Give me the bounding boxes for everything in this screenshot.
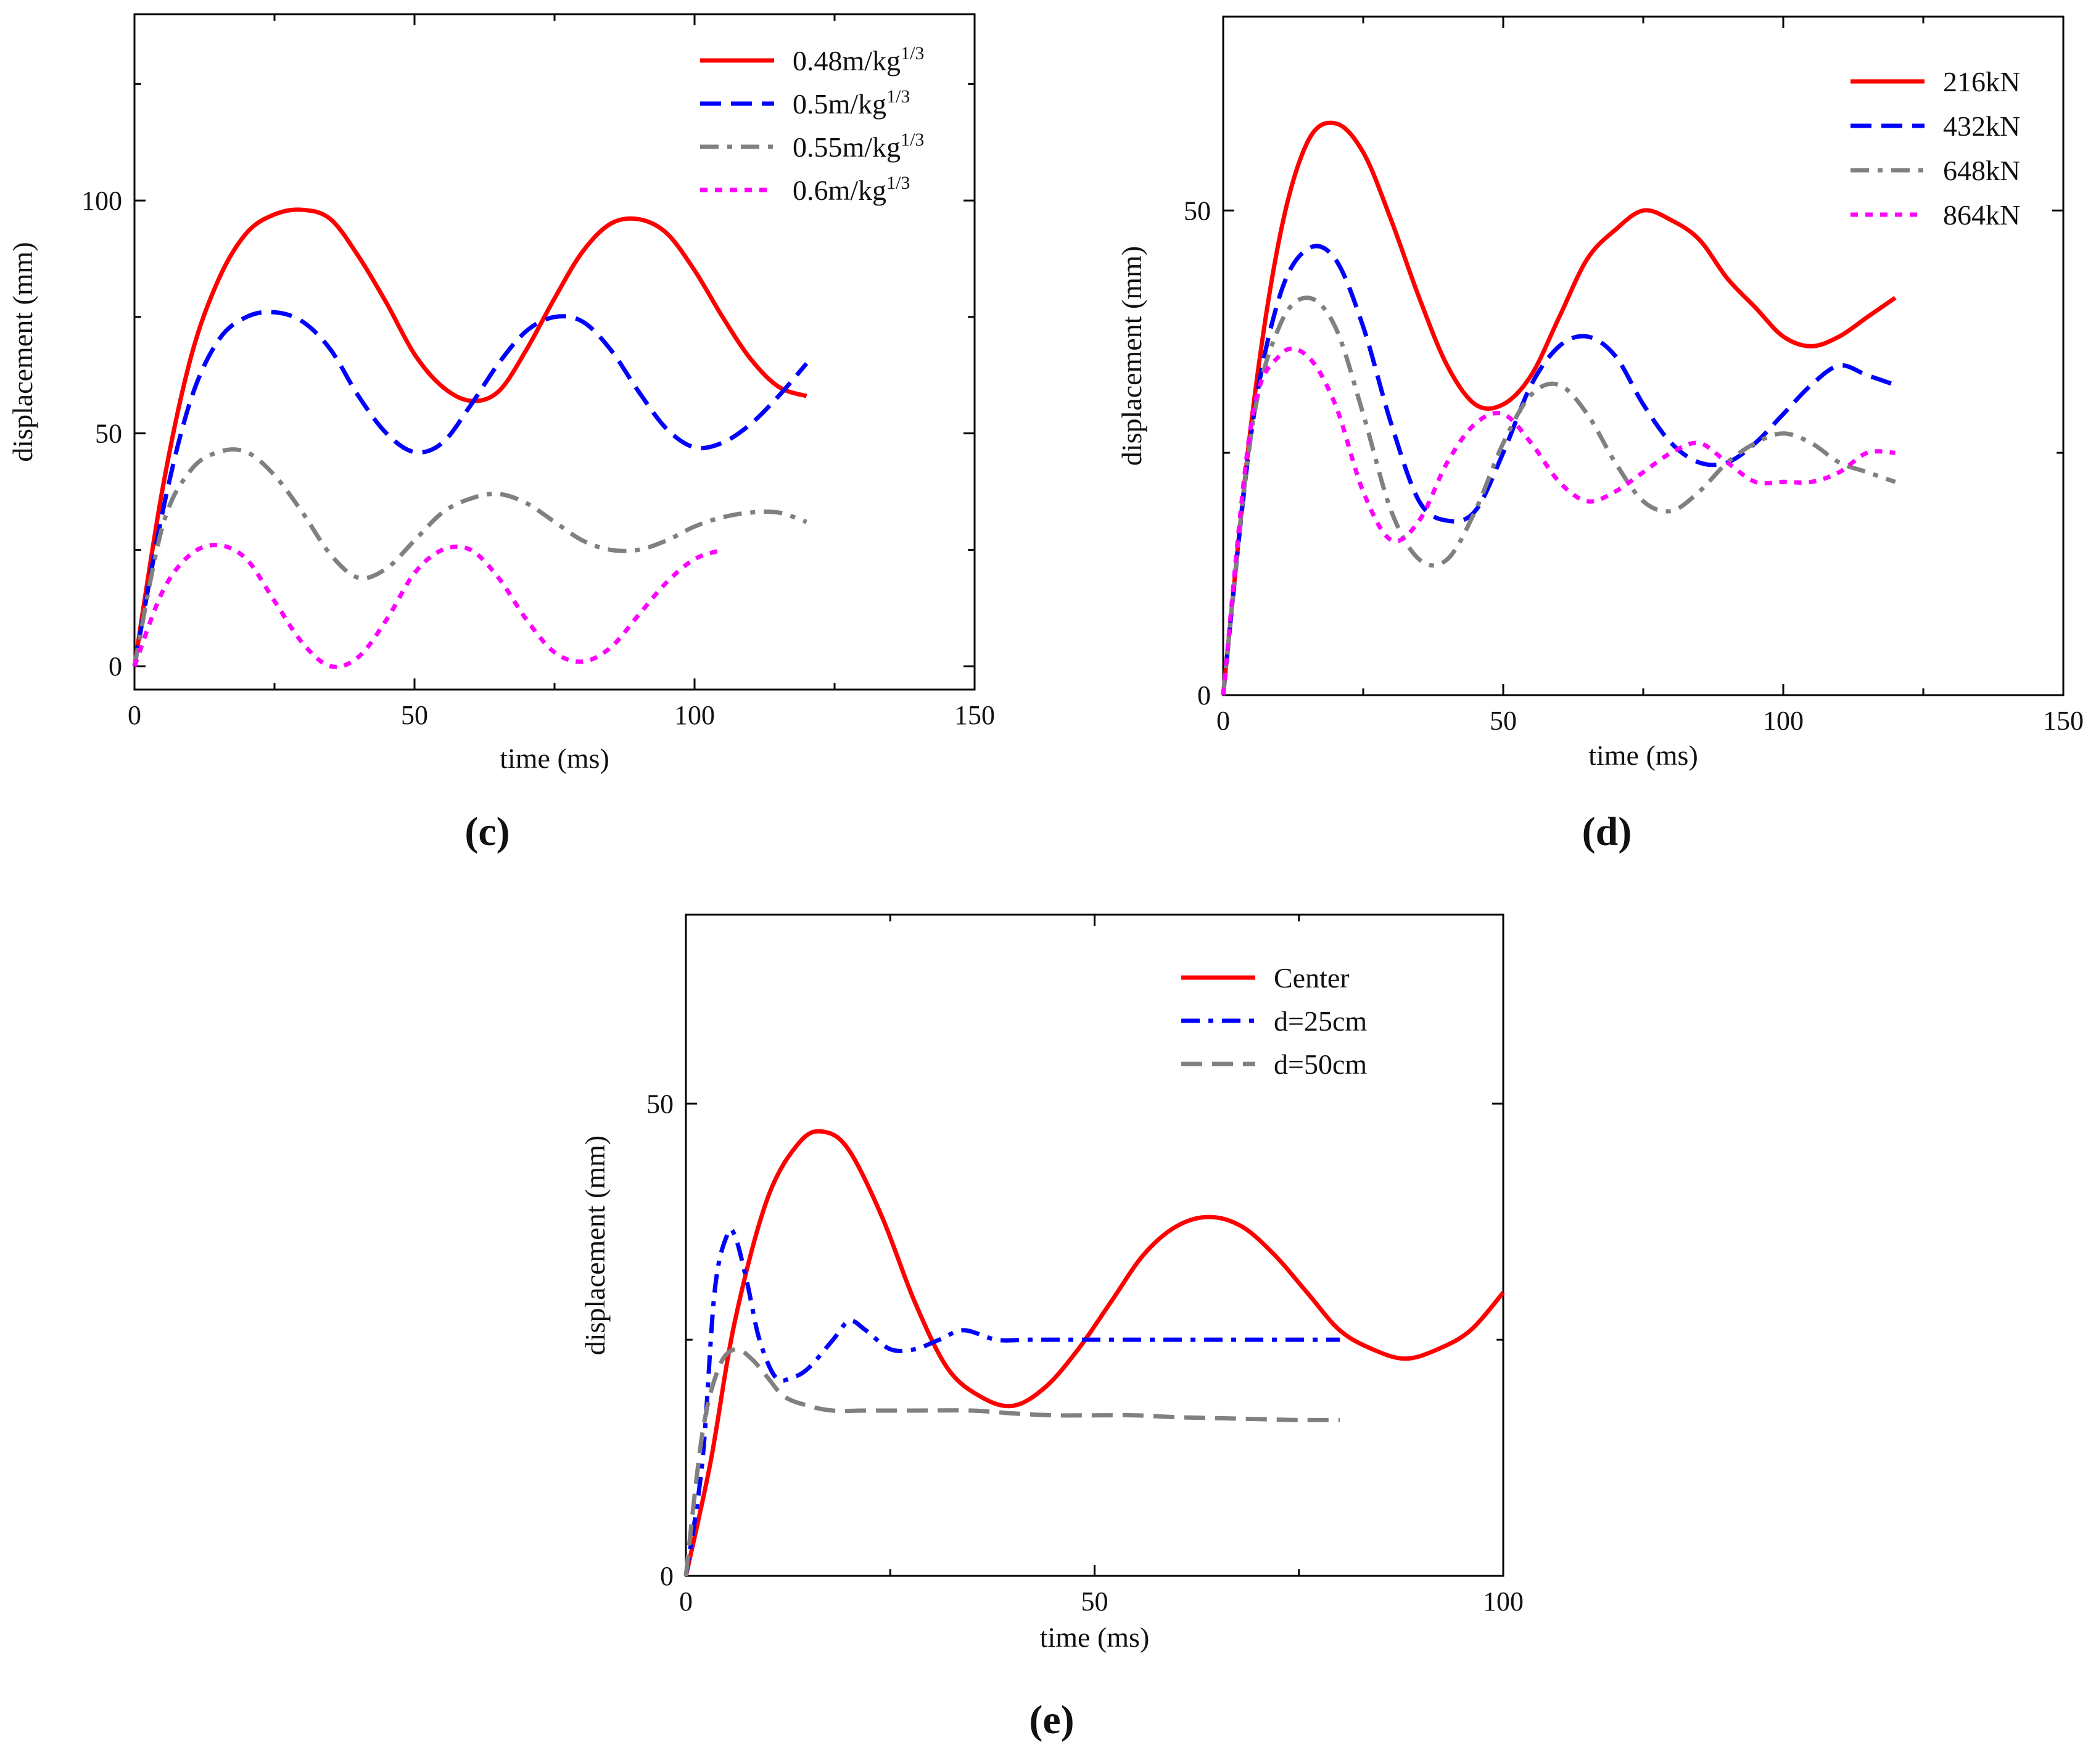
y-tick-label: 100 [81, 186, 122, 216]
legend-label-superscript: 1/3 [886, 86, 910, 107]
x-axis-label: time (ms) [1588, 740, 1698, 771]
y-axis-label: displacement (mm) [7, 242, 38, 461]
series-line-3 [132, 447, 807, 667]
legend-label: 432kN [1943, 110, 2020, 142]
y-axis-label: displacement (mm) [1116, 246, 1147, 466]
series-line-2 [683, 1227, 1340, 1576]
legend-label-text: Center [1274, 962, 1350, 994]
x-tick-label: 0 [128, 700, 141, 730]
x-tick-label: 0 [1216, 706, 1230, 736]
y-axis-label: displacement (mm) [579, 1135, 611, 1355]
legend-label-text: 0.6m/kg [793, 175, 886, 206]
legend-label-text: 432kN [1943, 110, 2020, 142]
legend-label: 864kN [1943, 199, 2020, 231]
legend-label: 0.5m/kg1/3 [793, 86, 910, 120]
legend-label: d=50cm [1274, 1049, 1367, 1080]
panel-label: (d) [1582, 809, 1632, 854]
chart-panel-e: 0 50 100 0 50 time (ms) displacement (mm) Cente… [579, 913, 1524, 1742]
legend-label: 0.6m/kg1/3 [793, 173, 910, 206]
series-line-1 [132, 207, 807, 667]
legend-label: Center [1274, 962, 1350, 994]
legend-label: 216kN [1943, 66, 2020, 97]
legend-label: 0.48m/kg1/3 [793, 43, 924, 76]
legend-label-text: 0.5m/kg [793, 88, 886, 120]
legend-label-text: 0.48m/kg [793, 45, 901, 76]
legend-label-superscript: 1/3 [901, 43, 924, 64]
series-line-3 [683, 1346, 1340, 1576]
y-tick-label: 50 [1184, 196, 1211, 226]
x-axis-label: time (ms) [1040, 1622, 1150, 1653]
legend-label-text: d=25cm [1274, 1005, 1367, 1037]
x-tick-label: 100 [1763, 706, 1804, 736]
series-line-1 [683, 1129, 1505, 1576]
chart-panel-d: 0 50 100 150 0 50 time (ms) displacement (mm) 21… [1116, 15, 2084, 854]
x-axis-label: time (ms) [500, 743, 609, 774]
y-tick-label: 0 [1197, 680, 1211, 711]
legend-label-text: d=50cm [1274, 1049, 1367, 1080]
series-line-4 [132, 543, 724, 669]
legend-label-superscript: 1/3 [886, 173, 910, 193]
x-tick-label: 50 [1490, 706, 1517, 736]
y-tick-label: 0 [660, 1561, 674, 1591]
panel-label: (e) [1029, 1697, 1074, 1742]
x-tick-label: 100 [1483, 1586, 1524, 1617]
legend-label-text: 648kN [1943, 155, 2020, 186]
legend-label-text: 0.55m/kg [793, 131, 901, 163]
x-tick-label: 150 [954, 700, 995, 730]
x-tick-label: 50 [1081, 1586, 1108, 1617]
x-tick-label: 0 [679, 1586, 693, 1617]
y-tick-label: 50 [646, 1089, 674, 1119]
chart-panel-c: 0 50 100 150 0 50 100 time (ms) displacement (mm… [7, 13, 995, 854]
legend-label-text: 864kN [1943, 199, 2020, 231]
legend-label: 648kN [1943, 155, 2020, 186]
legend-label-superscript: 1/3 [901, 130, 924, 150]
y-tick-label: 50 [95, 419, 122, 449]
x-tick-label: 100 [674, 700, 715, 730]
y-tick-label: 0 [109, 651, 122, 682]
series-line-2 [1221, 244, 1896, 696]
series-line-4 [1221, 346, 1896, 696]
legend-label-text: 216kN [1943, 66, 2020, 97]
series-line-2 [132, 310, 809, 667]
series-line-3 [1221, 295, 1896, 696]
panel-label: (c) [464, 809, 510, 854]
x-tick-label: 50 [401, 700, 428, 730]
x-tick-label: 150 [2043, 706, 2084, 736]
legend-label: d=25cm [1274, 1005, 1367, 1037]
legend-label: 0.55m/kg1/3 [793, 130, 924, 163]
series-line-1 [1221, 120, 1897, 696]
